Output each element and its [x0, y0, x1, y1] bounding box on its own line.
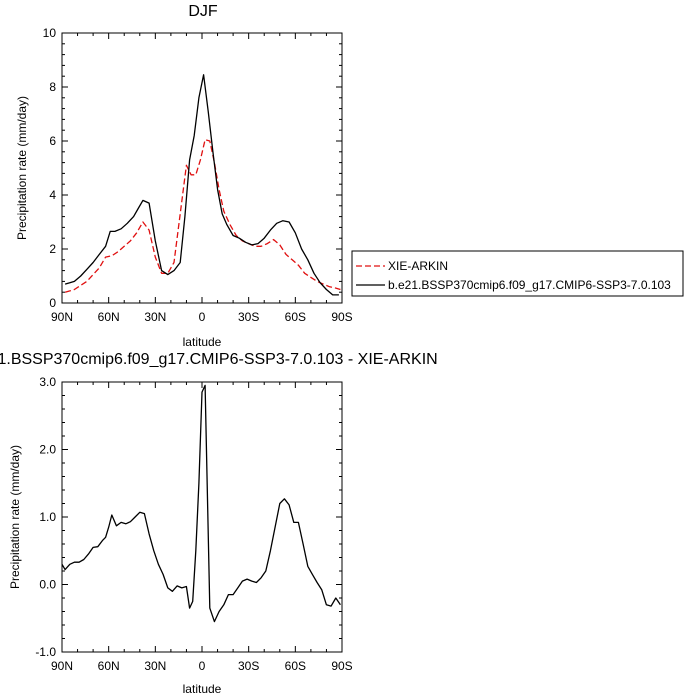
- x-tick-label: 30N: [144, 310, 166, 324]
- bottom-chart: b.e21.BSSP370cmip6.f09_g17.CMIP6-SSP3-7.…: [0, 351, 438, 696]
- x-tick-label: 90N: [51, 659, 73, 673]
- bottom-x-axis-label: latitude: [183, 682, 222, 696]
- x-tick-label: 30S: [238, 659, 259, 673]
- x-tick-label: 30S: [238, 310, 259, 324]
- y-tick-label: 2: [49, 242, 56, 256]
- top-ticks: 90N 60N 30N 0 30S 60S 90S 0 2 4 6 8 10: [43, 26, 353, 324]
- x-tick-label: 90S: [331, 310, 352, 324]
- x-tick-label: 60N: [98, 659, 120, 673]
- y-tick-label: 2.0: [39, 443, 56, 457]
- top-y-axis-label: Precipitation rate (mm/day): [15, 96, 29, 240]
- bottom-plot-frame: [61, 381, 343, 653]
- series-line-1-0: [61, 384, 341, 623]
- y-tick-label: 0.0: [39, 578, 56, 592]
- y-tick-label: 1.0: [39, 510, 56, 524]
- bottom-ticks: 90N 60N 30N 0 30S 60S 90S -1.0 0.0 1.0 2.0 3.0: [35, 375, 352, 673]
- series-line-0-0: [64, 139, 341, 293]
- legend-label-model: b.e21.BSSP370cmip6.f09_g17.CMIP6-SSP3-7.…: [388, 278, 671, 292]
- x-tick-label: 0: [199, 310, 206, 324]
- x-tick-label: 0: [199, 659, 206, 673]
- y-tick-label: 8: [49, 80, 56, 94]
- x-tick-label: 60S: [285, 310, 306, 324]
- x-tick-label: 90S: [331, 659, 352, 673]
- legend-label-xie-arkin: XIE-ARKIN: [388, 259, 448, 273]
- y-tick-label: 6: [49, 134, 56, 148]
- y-tick-label: -1.0: [35, 645, 56, 659]
- bottom-series: [61, 384, 341, 623]
- y-tick-label: 10: [43, 26, 57, 40]
- y-tick-label: 4: [49, 188, 56, 202]
- x-tick-label: 60N: [98, 310, 120, 324]
- y-tick-label: 3.0: [39, 375, 56, 389]
- legend: XIE-ARKIN b.e21.BSSP370cmip6.f09_g17.CMI…: [351, 250, 684, 297]
- y-tick-label: 0: [49, 296, 56, 310]
- x-tick-label: 30N: [144, 659, 166, 673]
- top-plot-frame: [61, 32, 343, 304]
- top-x-axis-label: latitude: [183, 335, 222, 349]
- series-line-0-1: [64, 74, 339, 296]
- x-tick-label: 90N: [51, 310, 73, 324]
- bottom-chart-title: b.e21.BSSP370cmip6.f09_g17.CMIP6-SSP3-7.…: [0, 351, 438, 368]
- legend-box: [351, 250, 684, 297]
- bottom-y-axis-label: Precipitation rate (mm/day): [8, 445, 22, 589]
- top-chart-title: DJF: [188, 3, 218, 20]
- x-tick-label: 60S: [285, 659, 306, 673]
- top-series: [64, 74, 341, 296]
